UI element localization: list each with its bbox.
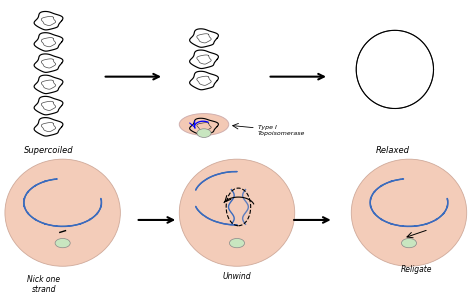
Text: Type I
Topoisomerase: Type I Topoisomerase: [258, 125, 306, 136]
Text: Unwind: Unwind: [223, 272, 251, 281]
Circle shape: [401, 239, 417, 248]
Text: Nick one
strand: Nick one strand: [27, 275, 60, 294]
Circle shape: [229, 239, 245, 248]
Text: Supercoiled: Supercoiled: [24, 146, 73, 155]
Ellipse shape: [179, 159, 295, 266]
Ellipse shape: [5, 159, 120, 266]
Ellipse shape: [179, 114, 229, 135]
Circle shape: [197, 129, 211, 138]
Ellipse shape: [351, 159, 467, 266]
Text: Relaxed: Relaxed: [375, 146, 410, 155]
Circle shape: [55, 239, 70, 248]
Text: Religate: Religate: [401, 265, 432, 274]
